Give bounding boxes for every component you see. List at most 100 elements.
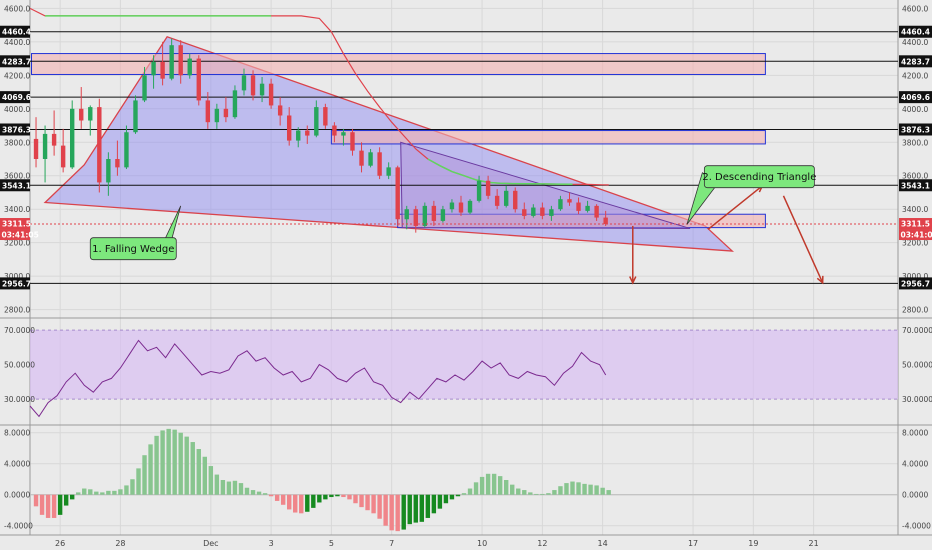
macd-bar (449, 494, 455, 500)
y-tick-label-right: 30.0000 (902, 395, 932, 404)
price-level-label-left: 2956.7 (2, 279, 31, 288)
y-tick-label-left: 8.0000 (4, 429, 30, 438)
y-tick-label-right: 3600.0 (902, 172, 928, 181)
macd-bar (112, 490, 117, 495)
y-tick-label-left: 2800.0 (4, 306, 30, 315)
price-level-label-right: 4460.4 (901, 28, 930, 37)
macd-bar (552, 490, 557, 495)
x-tick-label: 19 (748, 539, 758, 548)
price-level-label-left: 4069.6 (2, 93, 31, 102)
countdown-label-right: 03:41:05 (901, 231, 932, 240)
macd-bar (353, 494, 358, 504)
price-level-badge-left (0, 123, 30, 136)
macd-bar (184, 436, 189, 495)
macd-bar (311, 494, 316, 508)
candle-body (531, 207, 536, 216)
supply-zone (31, 53, 766, 75)
candle-body (79, 108, 84, 121)
x-tick-label: 28 (115, 539, 125, 548)
countdown-badge-right (899, 229, 932, 241)
macd-bar (148, 444, 153, 495)
y-tick-label-right: 70.0000 (902, 326, 932, 335)
x-tick-label: 17 (688, 539, 698, 548)
macd-bar (401, 494, 406, 530)
macd-bar (280, 494, 286, 505)
candle-body (88, 107, 93, 121)
macd-bar (510, 484, 515, 495)
macd-bar (293, 494, 298, 513)
y-tick-label-left: 3600.0 (4, 172, 30, 181)
macd-bar (540, 493, 545, 495)
rsi-band (30, 330, 898, 400)
macd-bar (419, 494, 425, 522)
macd-bar (528, 492, 533, 495)
y-tick-label-left: 0.0000 (4, 491, 30, 500)
y-tick-label-left: 4600.0 (4, 4, 30, 13)
macd-bar (317, 494, 322, 503)
macd-bar (214, 474, 220, 495)
macd-bar (522, 490, 527, 495)
macd-bar (582, 483, 587, 495)
y-tick-label-right: 2800.0 (902, 306, 928, 315)
macd-bar (323, 494, 328, 500)
y-tick-label-left: 3200.0 (4, 239, 30, 248)
macd-bar (516, 488, 521, 495)
macd-bar (407, 494, 412, 525)
price-level-label-right: 3876.3 (901, 125, 930, 134)
y-tick-label-right: 3000.0 (902, 272, 928, 281)
macd-bar (244, 487, 250, 495)
macd-bar (461, 493, 467, 495)
candle-body (350, 132, 355, 151)
macd-bar (178, 432, 183, 495)
macd-bar (45, 494, 51, 518)
candle-body (513, 190, 518, 210)
macd-bar (142, 455, 147, 495)
price-level-badge-left (0, 25, 30, 38)
macd-bar (190, 442, 195, 495)
candle-body (277, 105, 283, 116)
macd-bar (160, 430, 165, 495)
price-level-label-right: 4069.6 (901, 93, 930, 102)
y-tick-label-right: 4400.0 (902, 38, 928, 47)
candle-body (305, 130, 310, 136)
candle-body (314, 107, 319, 136)
price-level-label-right: 3543.1 (901, 181, 930, 190)
candle-body (205, 100, 211, 123)
macd-bar (431, 494, 437, 514)
x-tick-label: 7 (389, 539, 394, 548)
macd-bar (232, 480, 238, 495)
candle-body (51, 133, 57, 146)
macd-bar (88, 489, 93, 495)
macd-bar (329, 494, 334, 498)
macd-bar (371, 494, 376, 514)
macd-bar (262, 493, 268, 495)
callout-label: 1. Falling Wedge (92, 244, 174, 255)
candle-body (449, 202, 455, 210)
projection-arrowhead (816, 275, 824, 285)
macd-bar (33, 494, 39, 507)
macd-bar (63, 494, 69, 506)
x-tick-label: 14 (598, 539, 608, 548)
macd-bar (154, 435, 159, 495)
candle-body (359, 150, 364, 166)
y-tick-label-left: 3400.0 (4, 205, 30, 214)
macd-bar (274, 494, 280, 501)
candle-body (259, 83, 265, 96)
y-tick-label-left: 4000.0 (4, 105, 30, 114)
macd-bar (226, 481, 232, 495)
y-tick-label-right: 50.0000 (902, 361, 932, 370)
x-tick-label: 21 (809, 539, 819, 548)
y-tick-label-left: 70.0000 (4, 326, 35, 335)
macd-bar (256, 491, 262, 495)
macd-bar (305, 494, 310, 512)
candle-body (494, 195, 500, 206)
candle-body (169, 45, 174, 79)
countdown-badge-left (0, 229, 30, 241)
y-tick-label-right: 4200.0 (902, 71, 928, 80)
candle-body (522, 209, 527, 216)
candle-body (268, 83, 274, 106)
candle-body (332, 125, 337, 136)
candle-body (458, 202, 464, 213)
x-tick-label: 5 (329, 539, 334, 548)
